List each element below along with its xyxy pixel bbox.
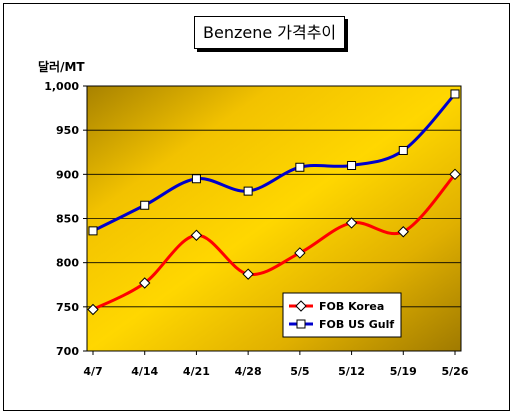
legend-marker [296,319,306,329]
data-point [243,186,253,196]
data-point [190,229,203,241]
x-tick-label: 4/14 [131,365,158,378]
legend-label: FOB Korea [319,300,384,313]
legend-marker [295,300,307,312]
x-tick-label: 5/19 [390,365,417,378]
gridlines [87,129,461,308]
x-tick-label: 5/12 [338,365,365,378]
y-tick-label: 800 [56,257,79,270]
legend-box [282,292,402,338]
y-tick-label: 850 [56,213,79,226]
data-point [139,277,151,289]
x-tick-label: 5/26 [442,365,469,378]
x-tick-label: 4/21 [183,365,210,378]
data-point [140,200,150,210]
data-point [449,168,461,181]
legend-item: FOB Korea [289,300,384,313]
data-point [88,226,98,236]
x-tick-label: 5/5 [290,365,309,378]
y-tick-label: 900 [56,168,79,181]
data-point [295,162,305,172]
data-point [398,145,408,155]
series-fob-us-gulf [88,89,460,236]
data-point [191,174,201,184]
chart-title: Benzene 가격추이 [194,16,346,49]
series-group [87,89,461,316]
y-axis-ticks: 700 750 800 850 900 950 1,000 [44,80,87,358]
y-tick-label: 1,000 [44,80,79,93]
y-tick-label: 750 [56,301,79,314]
y-tick-label: 950 [56,124,79,137]
legend-item: FOB US Gulf [289,318,394,331]
legend-label: FOB US Gulf [319,318,394,331]
series-fob-korea [87,168,461,316]
data-point [242,268,254,280]
data-point [450,89,460,99]
data-point [294,247,306,259]
legend: FOB Korea FOB US Gulf [282,292,402,338]
y-axis-label: 달러/MT [38,60,85,74]
x-axis-ticks: 4/7 4/14 4/21 4/28 5/5 5/12 5/19 5/26 [83,351,469,378]
data-point [397,226,409,238]
data-point [347,161,357,170]
x-tick-label: 4/7 [83,365,102,378]
data-point [87,303,99,316]
y-tick-label: 700 [56,345,79,358]
data-point [345,217,358,229]
x-tick-label: 4/28 [235,365,262,378]
